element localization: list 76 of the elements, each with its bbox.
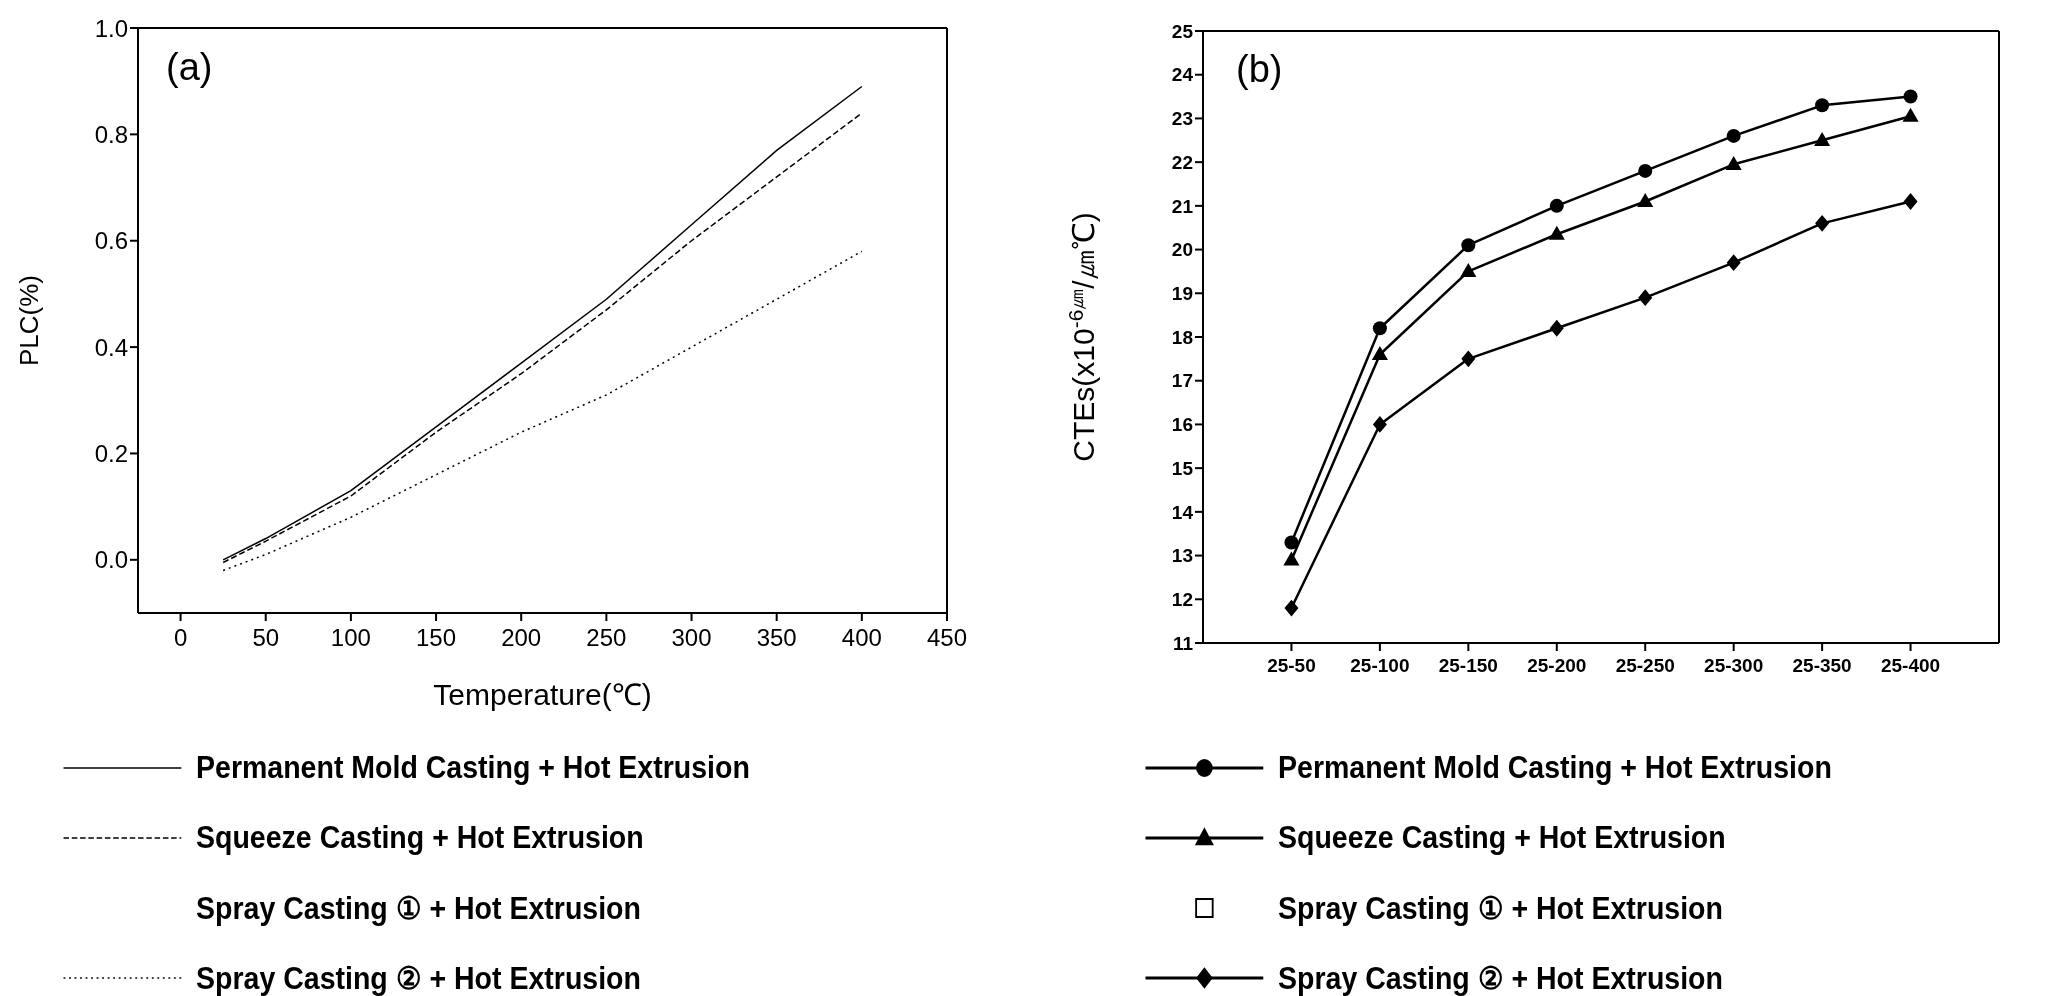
legend-label: Spray Casting ② + Hot Extrusion: [196, 959, 641, 996]
point: [1284, 535, 1299, 550]
legend-label: Spray Casting ① + Hot Extrusion: [1278, 889, 1723, 927]
point: [1284, 599, 1299, 617]
y-tick-label: 17: [1171, 370, 1193, 392]
line-series: [222, 250, 863, 572]
x-tick-label: 100: [330, 624, 371, 652]
legend-label: Spray Casting ① + Hot Extrusion: [196, 889, 641, 927]
y-tick-label: 22: [1171, 151, 1193, 173]
x-tick-label: 25-50: [1267, 655, 1316, 677]
x-tick-label: 25-100: [1350, 655, 1410, 677]
y-tick-label: 15: [1171, 457, 1194, 479]
point: [1726, 128, 1741, 143]
point: [1461, 238, 1476, 253]
x-axis-title: Temperature(℃): [433, 678, 652, 711]
point: [1814, 131, 1831, 146]
point: [1903, 89, 1918, 104]
point: [1372, 321, 1387, 336]
x-tick-label: 300: [671, 624, 712, 652]
y-tick-label: 16: [1171, 414, 1193, 436]
text: (a): [166, 46, 213, 89]
x-tick-label: 25-300: [1704, 655, 1764, 677]
legend-label: Squeeze Casting + Hot Extrusion: [1278, 820, 1726, 856]
x-tick-label: 450: [926, 624, 968, 652]
legend-label: Spray Casting ② + Hot Extrusion: [1278, 959, 1723, 996]
y-tick-label: 19: [1171, 283, 1193, 305]
point: [1815, 214, 1830, 232]
x-tick-label: 50: [252, 624, 280, 652]
x-tick-label: 350: [756, 624, 797, 652]
y-tick-label: 0.8: [94, 120, 128, 148]
y-tick-label: 13: [1171, 545, 1193, 567]
x-tick-label: 25-400: [1880, 655, 1941, 677]
point: [1460, 263, 1477, 278]
legend-label: Squeeze Casting + Hot Extrusion: [196, 820, 644, 856]
point: [1637, 193, 1654, 208]
point: [1372, 416, 1387, 433]
x-tick-label: 0: [173, 624, 188, 652]
y-tick-label: 0.0: [94, 546, 128, 574]
point: [1902, 107, 1919, 122]
point: [1903, 193, 1918, 210]
y-tick-label: 23: [1171, 108, 1193, 130]
x-tick-label: 25-150: [1438, 655, 1498, 677]
point: [1371, 346, 1388, 361]
point: [1283, 551, 1300, 566]
legend-label: Permanent Mold Casting + Hot Extrusion: [1278, 750, 1832, 786]
y-tick-label: 20: [1171, 239, 1193, 261]
x-tick-label: 250: [586, 624, 627, 652]
y-axis-title: PLC(%): [14, 274, 44, 367]
x-tick-label: 400: [841, 624, 882, 652]
y-tick-label: 14: [1171, 501, 1194, 523]
y-tick-label: 11: [1172, 632, 1194, 654]
y-tick-label: 18: [1171, 326, 1193, 348]
y-tick-label: 21: [1171, 195, 1194, 217]
x-tick-label: 25-250: [1615, 655, 1675, 677]
y-tick-label: 0.4: [94, 333, 128, 361]
point: [1461, 350, 1476, 368]
point: [1638, 163, 1653, 178]
point: [1549, 319, 1564, 337]
point: [1638, 289, 1653, 307]
text: (b): [1236, 48, 1283, 91]
x-tick-label: 200: [501, 624, 542, 652]
point: [1725, 155, 1742, 170]
y-tick-label: 12: [1171, 589, 1193, 611]
y-tick-label: 0.2: [94, 439, 128, 467]
y-tick-label: 0.6: [94, 227, 128, 255]
point: [1815, 98, 1830, 113]
x-tick-label: 25-200: [1527, 655, 1587, 677]
point: [1726, 254, 1741, 272]
x-tick-label: 25-350: [1792, 655, 1852, 677]
x-tick-label: 150: [416, 624, 457, 652]
y-tick-label: 1.0: [94, 14, 128, 42]
legend-label: Permanent Mold Casting + Hot Extrusion: [196, 750, 750, 786]
point: [1549, 198, 1564, 213]
y-tick-label: 25: [1171, 20, 1194, 42]
y-tick-label: 24: [1171, 64, 1194, 86]
point: [1548, 225, 1565, 240]
